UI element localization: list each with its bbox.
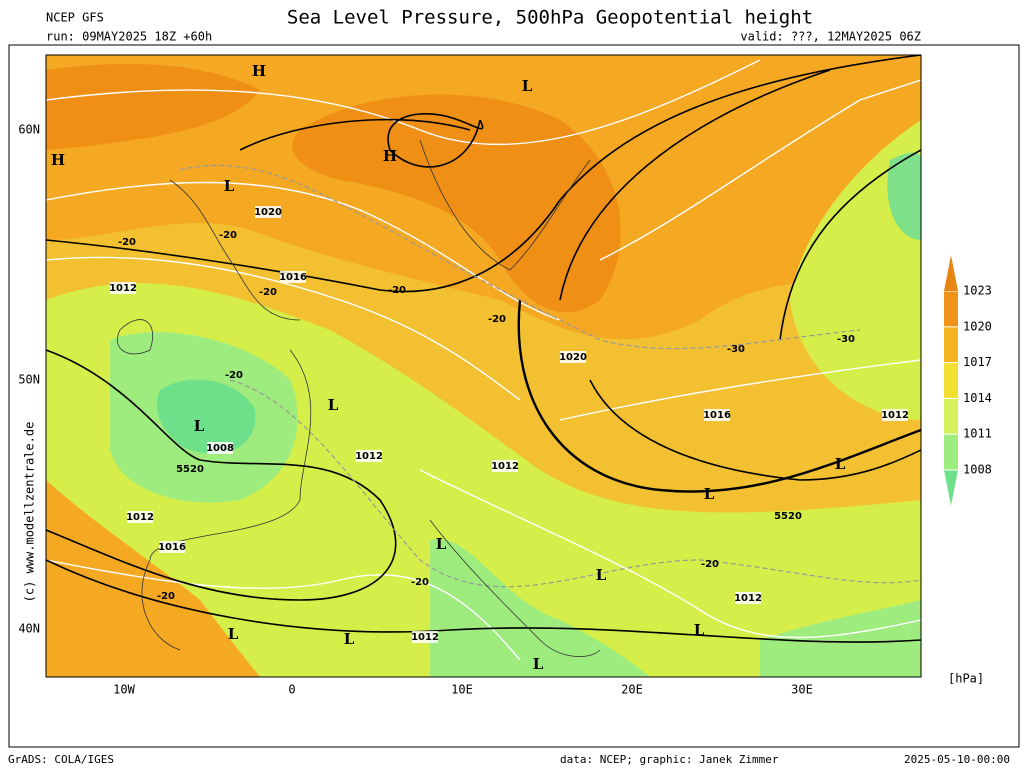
pressure-center: L (835, 455, 846, 473)
isobar-label: 1008 (206, 443, 234, 454)
pressure-center: H (252, 62, 266, 80)
colorbar-label: 1011 (963, 427, 992, 441)
title: Sea Level Pressure, 500hPa Geopotential … (287, 7, 813, 29)
height-label: -20 (701, 559, 719, 570)
isobar-label: 1016 (158, 542, 186, 553)
pressure-center: L (328, 396, 339, 414)
pressure-center: L (228, 625, 239, 643)
copyright: (c) www.modellzentrale.de (23, 422, 37, 603)
isobar-label-bg (492, 460, 518, 472)
pressure-center: L (344, 630, 355, 648)
isobar-label-bg (280, 271, 306, 283)
isobar-label: 1012 (355, 451, 383, 462)
field (430, 539, 650, 677)
lat-label: 40N (18, 622, 40, 636)
isobar-label-bg (110, 282, 136, 294)
pressure-center: L (522, 77, 533, 95)
pressure-center: H (383, 147, 397, 165)
isobar-label-bg (255, 206, 281, 218)
colorbar-band (944, 291, 958, 327)
pressure-center: L (694, 621, 705, 639)
colorbar-band (944, 434, 958, 470)
isobar-label-bg (704, 409, 730, 421)
colorbar-label: 1020 (963, 319, 992, 333)
isobar-label-bg (882, 409, 908, 421)
isobar-label: 1012 (734, 593, 762, 604)
coastlines (117, 139, 601, 657)
colorbar-label: 1008 (963, 463, 992, 477)
pressure-center: L (704, 485, 715, 503)
isobar-label: 1012 (881, 410, 909, 421)
frame (8, 44, 1020, 748)
colorbar-band (944, 326, 958, 363)
footer-center: data: NCEP; graphic: Janek Zimmer (560, 753, 779, 766)
lat-label: 60N (18, 123, 40, 137)
field (760, 600, 921, 677)
isobar-label: 1012 (491, 461, 519, 472)
pressure-center: H (51, 151, 65, 169)
isobar-label-bg (207, 442, 233, 454)
footer-left: GrADS: COLA/IGES (8, 753, 114, 766)
height-label: -20 (259, 287, 277, 298)
run: run: 09MAY2025 18Z +60h (46, 30, 212, 44)
isobar-label: 1016 (703, 410, 731, 421)
isobar-label: 1020 (559, 352, 587, 363)
height-label: -20 (388, 285, 406, 296)
field (292, 94, 621, 313)
isobar-label-bg (560, 351, 586, 363)
height-label: -20 (118, 237, 136, 248)
lon-label: 10W (113, 683, 135, 697)
isobar-label: 1012 (411, 632, 439, 643)
pressure-center: L (533, 655, 544, 673)
isobar-label: 1020 (254, 207, 282, 218)
isobar-label: 1016 (279, 272, 307, 283)
colorbar-arrow (944, 255, 958, 291)
height-label: -20 (157, 591, 175, 602)
valid: valid: ???, 12MAY2025 06Z (740, 30, 921, 44)
colorbar-label: 1014 (963, 391, 992, 405)
isobar-label-bg (127, 511, 153, 523)
isobars (46, 59, 921, 661)
pressure-center: L (436, 535, 447, 553)
isobar-label-bg (356, 450, 382, 462)
pressure-center: L (194, 417, 205, 435)
field (887, 152, 921, 240)
height-label: -20 (225, 370, 243, 381)
height-label: -20 (219, 230, 237, 241)
height-label: -30 (727, 344, 745, 355)
height-label: 5520 (176, 464, 204, 475)
lon-label: 0 (288, 683, 295, 697)
isobar-label-bg (735, 592, 761, 604)
colorbar-label: 1023 (963, 284, 992, 298)
lon-label: 20E (621, 683, 643, 697)
isobar-label: 1012 (109, 283, 137, 294)
colorbar-label: 1017 (963, 355, 992, 369)
source: NCEP GFS (46, 11, 104, 25)
isobar-label: 1012 (126, 512, 154, 523)
height-label: 5520 (774, 511, 802, 522)
colorbar-unit: [hPa] (948, 672, 984, 686)
colorbar-band (944, 398, 958, 435)
pressure-center: L (596, 566, 607, 584)
isobar-label-bg (159, 541, 185, 553)
lat-label: 50N (18, 373, 40, 387)
map-border (45, 54, 922, 678)
field (156, 379, 256, 454)
field (46, 64, 260, 150)
height-label: -30 (837, 334, 855, 345)
map (45, 54, 922, 678)
lon-label: 10E (451, 683, 473, 697)
height-label: -20 (411, 577, 429, 588)
footer-right: 2025-05-10-00:00 (904, 753, 1010, 766)
colorbar-arrow (944, 470, 958, 506)
height-label: -20 (488, 314, 506, 325)
colorbar-band (944, 362, 958, 399)
lon-label: 30E (791, 683, 813, 697)
temperature-contours (179, 164, 921, 588)
height-contours (46, 55, 921, 643)
pressure-center: L (224, 177, 235, 195)
isobar-label-bg (412, 631, 438, 643)
